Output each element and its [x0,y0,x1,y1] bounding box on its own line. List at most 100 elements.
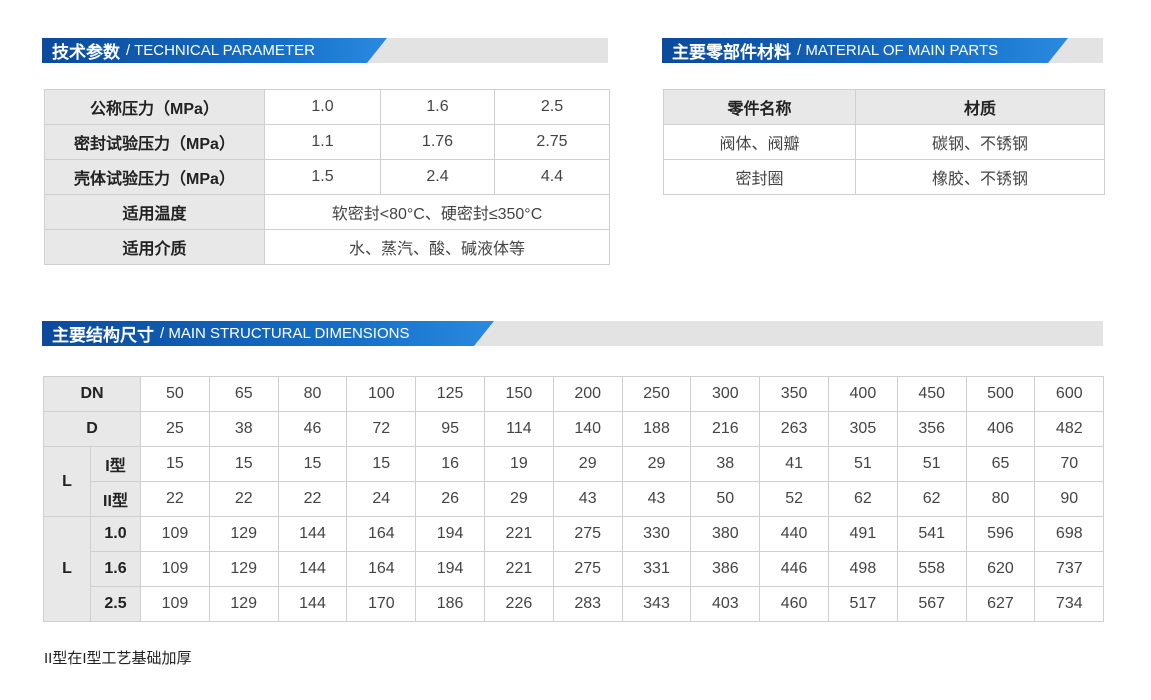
value-cell: 38 [208,411,279,447]
value-cell: 46 [277,411,348,447]
value-cell: 305 [827,411,898,447]
table-row: 适用温度 软密封<80°C、硬密封≤350°C [44,194,610,230]
value-cell: 109 [140,551,210,587]
value-cell: 144 [277,586,348,622]
value-cell: 114 [484,411,554,447]
value-cell: 140 [552,411,623,447]
dimensions-section-header: 主要结构尺寸 / MAIN STRUCTURAL DIMENSIONS [42,321,1103,346]
value-cell: 194 [415,516,485,552]
value-cell: 65 [965,446,1036,482]
value-cell: 460 [759,586,829,622]
header-row: 零件名称 材质 [663,89,1105,125]
row-label: 适用介质 [44,229,265,265]
value-cell: 698 [1034,516,1105,552]
value-cell: 164 [346,551,417,587]
value-cell: 129 [208,516,279,552]
value-cell: 194 [415,551,485,587]
value-cell: 19 [484,446,554,482]
value-cell: 29 [552,446,623,482]
value-cell: 400 [827,376,898,412]
section-title-en: / MAIN STRUCTURAL DIMENSIONS [160,325,410,342]
row-sub-label: 2.5 [89,586,142,622]
value-cell: 16 [415,446,485,482]
value-cell: 109 [140,516,210,552]
value-cell: 2.75 [494,124,610,160]
value-cell: 2.4 [380,159,495,195]
value-cell: 65 [208,376,279,412]
value-cell: 221 [484,551,554,587]
value-cell: 596 [965,516,1036,552]
value-cell: 橡胶、不锈钢 [855,159,1105,195]
value-cell: 567 [896,586,967,622]
value-cell: 350 [759,376,829,412]
row-sub-label: II型 [89,481,142,517]
value-cell: 软密封<80°C、硬密封≤350°C [264,194,610,230]
value-cell: 51 [827,446,898,482]
value-cell: 275 [552,551,623,587]
value-cell: 15 [208,446,279,482]
value-cell: 250 [621,376,692,412]
value-cell: 22 [208,481,279,517]
section-title-en: / MATERIAL OF MAIN PARTS [797,42,999,59]
value-cell: 331 [621,551,692,587]
value-cell: 62 [827,481,898,517]
value-cell: 1.5 [264,159,381,195]
value-cell: 186 [415,586,485,622]
row-sub-label: I型 [89,446,142,482]
value-cell: 150 [484,376,554,412]
value-cell: 500 [965,376,1036,412]
table-row: 1.6 109 129 144 164 194 221 275 331 386 446 498 558 6… [44,551,1105,587]
value-cell: 阀体、阀瓣 [663,124,856,160]
value-cell: 380 [690,516,761,552]
table-row: 密封试验压力（MPa） 1.1 1.76 2.75 [44,124,610,160]
column-header: 零件名称 [663,89,856,125]
value-cell: 43 [552,481,623,517]
value-cell: 482 [1034,411,1105,447]
materials-table: 零件名称 材质 阀体、阀瓣 碳钢、不锈钢 密封圈 橡胶、不锈钢 [663,89,1105,195]
value-cell: 600 [1034,376,1105,412]
value-cell: 440 [759,516,829,552]
value-cell: 50 [690,481,761,517]
table-row: 适用介质 水、蒸汽、酸、碱液体等 [44,229,610,265]
value-cell: 1.1 [264,124,381,160]
value-cell: 43 [621,481,692,517]
value-cell: 386 [690,551,761,587]
value-cell: 330 [621,516,692,552]
value-cell: 164 [346,516,417,552]
value-cell: 51 [896,446,967,482]
row-group-label: L [43,516,91,622]
value-cell: 275 [552,516,623,552]
value-cell: 627 [965,586,1036,622]
value-cell: 26 [415,481,485,517]
value-cell: 29 [621,446,692,482]
table-row: II型 22 22 22 24 26 29 43 43 50 52 62 62 80 90 [44,481,1105,517]
row-label: D [42,411,142,447]
section-title-cn: 主要零部件材料 [672,43,791,62]
value-cell: 95 [415,411,485,447]
value-cell: 80 [965,481,1036,517]
row-label: 密封试验压力（MPa） [44,124,265,160]
value-cell: 734 [1034,586,1105,622]
value-cell: 620 [965,551,1036,587]
value-cell: 446 [759,551,829,587]
row-label: 适用温度 [44,194,265,230]
value-cell: 216 [690,411,761,447]
value-cell: 41 [759,446,829,482]
value-cell: 62 [896,481,967,517]
value-cell: 1.76 [380,124,495,160]
technical-section-header: 技术参数 / TECHNICAL PARAMETER [42,38,608,63]
materials-section-header: 主要零部件材料 / MATERIAL OF MAIN PARTS [662,38,1103,63]
section-title-en: / TECHNICAL PARAMETER [126,42,315,59]
table-row: 壳体试验压力（MPa） 1.5 2.4 4.4 [44,159,610,195]
value-cell: 737 [1034,551,1105,587]
table-row: 阀体、阀瓣 碳钢、不锈钢 [663,124,1105,160]
row-sub-label: 1.0 [89,516,142,552]
value-cell: 25 [140,411,210,447]
value-cell: 541 [896,516,967,552]
value-cell: 226 [484,586,554,622]
value-cell: 15 [346,446,417,482]
row-label: DN [42,376,142,412]
value-cell: 38 [690,446,761,482]
row-sub-label: 1.6 [89,551,142,587]
table-row: DN 50 65 80 100 125 150 200 250 300 350 400 450 500 60… [42,376,1105,412]
